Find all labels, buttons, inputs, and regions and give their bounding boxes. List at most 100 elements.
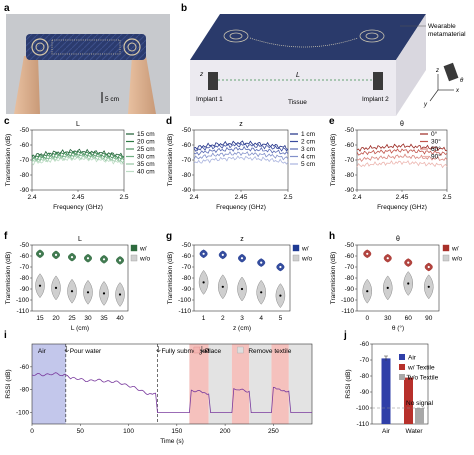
scale-bar-label: 5 cm xyxy=(105,96,119,103)
y-tick-label-g: -90 xyxy=(182,286,192,293)
panel-label-g: g xyxy=(166,231,172,242)
error-bar-j xyxy=(406,374,411,380)
metamaterial-pattern xyxy=(223,29,385,48)
y-tick-label-g: -70 xyxy=(182,264,192,271)
y-tick-label-f: -110 xyxy=(16,308,29,315)
series-line-e-1 xyxy=(356,148,448,156)
annotation-swatch xyxy=(237,346,244,354)
annotation-swatch xyxy=(193,346,201,354)
y-tick-label-d: -70 xyxy=(182,157,192,164)
y-tick-label-h: -100 xyxy=(341,297,354,304)
violin-median-g xyxy=(240,287,244,291)
x-tick-label-i: 100 xyxy=(123,428,134,435)
violin-median-f xyxy=(70,290,74,293)
shaded-region-air xyxy=(32,344,66,424)
violin-median-g xyxy=(202,281,205,284)
x-tick-label-h: 30 xyxy=(384,315,392,322)
legend-label-e: 90° xyxy=(431,153,441,161)
y-tick-label-h: -50 xyxy=(345,242,355,249)
y-tick-label-e: -50 xyxy=(345,127,355,134)
x-tick-label-e: 2.45 xyxy=(396,194,409,201)
chart-title-c: L xyxy=(76,121,80,128)
tissue-label: Tissue xyxy=(288,99,307,106)
y-tick-label-f: -50 xyxy=(20,242,30,249)
violin-median-g xyxy=(221,253,224,256)
y-tick-label-h: -70 xyxy=(345,264,355,271)
right-arm xyxy=(128,56,156,114)
x-tick-label-i: 150 xyxy=(171,428,182,435)
legend-swatch-h xyxy=(442,244,450,252)
y-tick-label-d: -50 xyxy=(182,127,192,134)
chart-title-e: θ xyxy=(400,121,404,128)
y-tick-label-j: -80 xyxy=(360,373,370,380)
axis-x-symbol: x xyxy=(455,88,460,94)
legend-swatch-g xyxy=(292,254,300,262)
violin-median-f xyxy=(86,257,90,260)
panel-label-f: f xyxy=(4,231,8,242)
axis-z-symbol: z xyxy=(435,68,439,74)
panel-label-j: j xyxy=(343,330,347,341)
x-tick-label-f: 40 xyxy=(116,315,124,322)
series-line-c-0 xyxy=(31,148,125,158)
x-tick-label-i: 250 xyxy=(268,428,279,435)
x-tick-label-h: 0 xyxy=(365,315,369,322)
legend-label-e: 0° xyxy=(431,130,438,138)
legend-label-d: 3 cm xyxy=(301,146,315,153)
legend-label-e: 30° xyxy=(431,138,441,146)
y-tick-label-g: -60 xyxy=(182,253,192,260)
y-axis-label-h: Transmission (dB) xyxy=(330,252,337,305)
violin-median-g xyxy=(221,285,224,288)
panel-label-d: d xyxy=(166,116,172,127)
y-tick-label-i: -60 xyxy=(20,364,30,371)
violin-median-h xyxy=(366,252,369,255)
chart-h: h θ Transmission (dB) θ (°) -110 -100 -90 -80 -7… xyxy=(329,231,463,332)
annotation-label: Air xyxy=(38,348,47,355)
y-tick-label-j: -100 xyxy=(356,405,369,412)
chart-e: e θ Transmission (dB) Frequency (GHz) -90 -80… xyxy=(329,116,452,211)
charts-layer: c L Transmission (dB) Frequency (GHz) -90 -80… xyxy=(4,116,463,445)
distance-symbol: L xyxy=(296,72,300,79)
annotation-arrow xyxy=(156,346,161,353)
violin-median-f xyxy=(38,252,42,255)
y-tick-label-e: -60 xyxy=(345,142,355,149)
legend-label-f: w/ xyxy=(139,246,147,253)
x-axis-label-d: Frequency (GHz) xyxy=(216,204,266,211)
bar-j-1 xyxy=(404,377,413,424)
tissue-block-front xyxy=(190,60,396,116)
y-tick-label-c: -70 xyxy=(20,157,30,164)
x-tick-label-i: 50 xyxy=(77,428,85,435)
legend-swatch-j xyxy=(399,354,405,360)
y-tick-label-g: -110 xyxy=(178,308,191,315)
legend-label-c: 30 cm xyxy=(137,154,155,161)
shaded-region-place xyxy=(271,344,289,424)
tissue-block-side xyxy=(396,14,426,116)
chart-d: d z Transmission (dB) Frequency (GHz) -90 -80… xyxy=(166,116,315,211)
chart-title-f: L xyxy=(78,236,82,243)
y-tick-label-h: -90 xyxy=(345,286,355,293)
annotation-label: Fully submerged xyxy=(161,348,209,355)
left-arm xyxy=(14,56,40,114)
violin-median-f xyxy=(70,256,74,259)
x-tick-label-e: 2.4 xyxy=(352,194,361,201)
chart-f: f L Transmission (dB) L (cm) -110 -100 -90 -80 -… xyxy=(4,231,151,332)
y-tick-label-g: -100 xyxy=(178,297,191,304)
metamaterial-textile xyxy=(26,34,146,60)
y-tick-label-d: -90 xyxy=(182,187,192,194)
y-tick-label-h: -60 xyxy=(345,253,355,260)
violin-median-g xyxy=(202,252,205,255)
violin-median-h xyxy=(407,261,410,264)
x-axis-label-g: z (cm) xyxy=(233,325,251,332)
textile-pattern xyxy=(31,38,141,56)
implant-2-device xyxy=(373,72,383,90)
violin-median-f xyxy=(102,258,106,261)
shaded-region-remove-textile xyxy=(249,344,272,424)
y-tick-label-c: -60 xyxy=(20,142,30,149)
series-line-d-2 xyxy=(193,145,289,156)
violin-median-g xyxy=(279,294,282,297)
violin-median-h xyxy=(386,257,389,260)
x-tick-label-g: 5 xyxy=(279,315,283,322)
panel-a-label: a xyxy=(4,3,10,14)
series-line-d-1 xyxy=(193,143,289,152)
y-tick-label-f: -90 xyxy=(20,286,30,293)
legend-label-c: 35 cm xyxy=(137,161,155,168)
